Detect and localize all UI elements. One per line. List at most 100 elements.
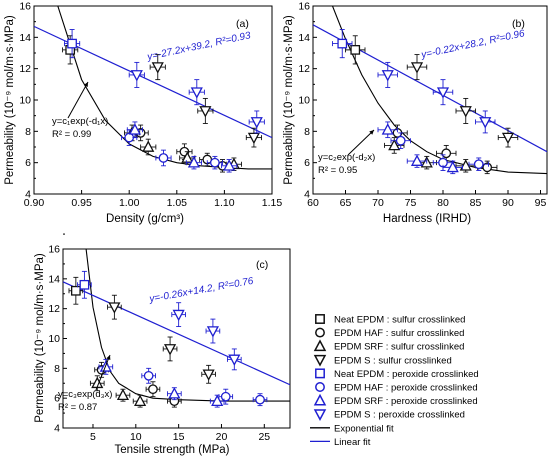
panel-a-data-point — [190, 87, 203, 99]
panel-c-data-point — [134, 394, 147, 407]
panel-b-x-tick-label: 70 — [372, 197, 384, 209]
panel-b-x-tick-label: 85 — [470, 197, 482, 209]
panel-c-data-point — [70, 285, 81, 296]
panel-a-y-tick-label: 16 — [19, 1, 31, 13]
panel-b-x-axis-label: Hardness (IRHD) — [383, 213, 471, 225]
panel-b-data-point — [436, 87, 450, 99]
panel-a-exp-fit-arrow — [67, 81, 89, 119]
panel-a-data-point — [151, 62, 164, 74]
panel-b-y-tick-label: 12 — [298, 63, 310, 75]
panel-c-y-tick-label: 6 — [54, 393, 60, 405]
panel-a-x-axis-label: Density (g/cm³) — [106, 213, 184, 225]
legend-item-label-3: EPDM S : sulfur crosslinked — [334, 355, 452, 366]
legend-swatch-6 — [313, 393, 327, 406]
panel-c-x-tick-label: 20 — [216, 431, 228, 443]
panel-a-y-tick-label: 8 — [25, 126, 31, 138]
panel-c-data-point — [228, 354, 241, 366]
panel-b-data-point — [473, 159, 484, 170]
panel-a-exp-fit-arrow-head — [83, 82, 88, 87]
panel-c-linear-fit-line — [63, 281, 290, 386]
panel-b-data-point — [337, 38, 348, 49]
panel-a-x-tick-label: 1.15 — [262, 197, 283, 209]
panel-a-data-point — [187, 156, 201, 168]
panel-c-data-point — [220, 391, 231, 402]
panel-c-data-point — [206, 326, 219, 338]
panel-a-x-tick-label: 0.95 — [71, 197, 92, 209]
panel-a-y-axis-label: Permeability (10⁻⁹ mol/m·s·MPa) — [4, 15, 16, 185]
panel-b-data-point — [501, 132, 515, 145]
panel-c-data-point — [148, 384, 158, 395]
panel-b-x-tick-label: 80 — [437, 197, 449, 209]
legend-item-label-9: Linear fit — [334, 437, 371, 448]
panel-c-y-tick-label: 12 — [48, 303, 60, 315]
panel-a-data-point — [158, 153, 169, 163]
panel-b-data-point — [459, 106, 472, 118]
panel-c-data-point — [108, 302, 121, 314]
panel-c-x-tick-label: 5 — [90, 431, 96, 443]
panel-c-data-point — [202, 369, 215, 381]
panel-a-data-point — [223, 159, 236, 171]
panel-a-y-tick-label: 12 — [19, 63, 31, 75]
legend-item-label-4: Neat EPDM : peroxide crosslinked — [334, 369, 479, 380]
panel-c-exp-fit-arrow — [95, 354, 111, 391]
panel-c-linear-fit-label: y=-0.26x+14.2, R²=0.76 — [148, 276, 255, 305]
panel-c-x-tick-label: 25 — [258, 431, 270, 443]
panel-a-y-tick-label: 4 — [25, 189, 31, 201]
panel-a-label: (a) — [236, 18, 249, 30]
panel-c-plot: 4 6 8 10 12 14 16 5 10 15 20 25 — [48, 233, 291, 443]
panel-a-data-point — [130, 70, 143, 82]
panel-b-exp-fit-arrow-head — [369, 130, 374, 135]
panel-c-y-tick-label: 14 — [48, 273, 60, 285]
panel-c-exp-fit-arrow-head — [106, 355, 111, 360]
panel-b-data-point — [381, 70, 394, 82]
legend-swatch-0 — [315, 314, 325, 324]
panel-a-linear-fit-label: y=-27.2x+39.2, R²=0.93 — [145, 30, 252, 63]
panel-b-y-tick-label: 14 — [298, 32, 310, 44]
panel-b-y-tick-label: 6 — [304, 157, 310, 169]
panel-a-data-point — [181, 151, 194, 163]
panel-b-label: (b) — [512, 18, 525, 30]
panel-b-y-tick-label: 4 — [304, 189, 310, 201]
legend-item-label-7: EPDM S : peroxide crosslinked — [334, 410, 465, 421]
panel-b-x-tick-label: 90 — [502, 197, 514, 209]
panel-c-x-tick-label: 15 — [173, 431, 185, 443]
panel-a-x-tick-label: 1.00 — [119, 197, 140, 209]
panel-b-data-point — [395, 135, 406, 146]
panel-b-x-tick-label: 60 — [307, 197, 319, 209]
panel-a-y-tick-label: 6 — [25, 157, 31, 169]
panel-b-y-axis-label: Permeability (10⁻⁹ mol/m·s·MPa) — [283, 15, 295, 185]
panel-a-x-tick-label: 1.10 — [214, 197, 235, 209]
panel-c-x-tick-label: 10 — [130, 431, 142, 443]
legend-swatch-7 — [313, 409, 327, 421]
legend-swatch-4 — [315, 368, 325, 379]
legend-item-label-5: EPDM HAF : peroxide crosslinked — [334, 383, 478, 394]
panel-a-y-tick-label: 10 — [19, 95, 31, 107]
panel-c-data-point — [116, 388, 130, 401]
panel-c-data-point — [172, 309, 185, 322]
panel-a-data-point — [67, 38, 77, 49]
panel-a-x-tick-label: 0.90 — [24, 197, 45, 209]
panel-c-data-point — [168, 387, 181, 399]
panel-c-y-axis-label: Permeability (10⁻⁹ mol/m·s·MPa) — [34, 253, 46, 423]
panel-c: 4 6 8 10 12 14 16 5 10 15 20 25 (c) y=-0.26x+14.2, … — [34, 233, 291, 456]
panel-c-data-point — [211, 394, 224, 407]
panel-b-exp-r2-label: R² = 0.95 — [318, 165, 357, 176]
panel-b: 4 6 8 10 12 14 16 60 65 70 75 80 85 90 95 (b) y=-0.22x… — [283, 1, 548, 225]
panel-a-y-tick-label: 14 — [19, 32, 31, 44]
panel-c-y-tick-label: 10 — [48, 333, 60, 345]
panel-b-data-point — [482, 162, 493, 173]
panel-b-plot: 4 6 8 10 12 14 16 60 65 70 75 80 85 90 95 — [298, 1, 548, 209]
panel-b-y-tick-label: 10 — [298, 95, 310, 107]
panel-c-x-axis-label: Tensile strength (MPa) — [114, 444, 229, 456]
panel-b-data-point — [381, 123, 394, 135]
panel-c-exp-r2-label: R² = 0.87 — [58, 402, 97, 413]
panel-c-data-point — [163, 344, 177, 356]
legend-swatch-3 — [313, 354, 327, 367]
panel-a-data-point — [210, 157, 220, 168]
panel-a-exp-fit-label: y=c₁exp(-d₁x) — [52, 116, 108, 127]
panel-b-x-tick-label: 65 — [340, 197, 352, 209]
panel-c-exponential-fit-line — [85, 249, 290, 402]
legend-swatch-5 — [315, 382, 325, 392]
panel-b-data-point — [459, 159, 472, 171]
